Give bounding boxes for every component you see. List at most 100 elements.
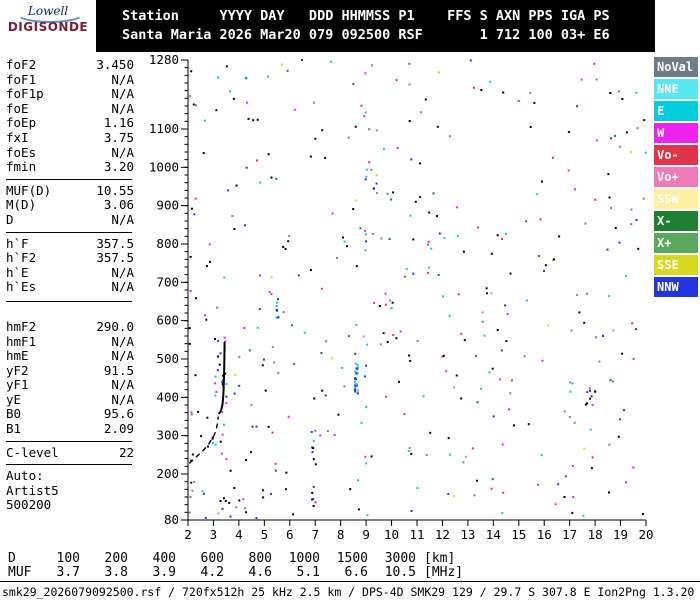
param-value: 3.450: [96, 57, 134, 72]
dmuf-value: 3.9: [152, 565, 176, 580]
ionogram-plot: 1280 1100 1000 900 800 700 600 500 400 300 200 80 2 3…: [150, 55, 660, 547]
scaled-parameters-panel: foF2 3.450 foF1 N/A foF1p N/A foE N/A foEp 1.16 fx…: [6, 57, 134, 513]
param-b0: B0 95.6: [6, 407, 134, 422]
y-tick-label: 80: [164, 512, 179, 527]
x-tick-label: 11: [409, 527, 424, 542]
param-label: yF1: [6, 377, 29, 393]
y-tick-label: 500: [156, 351, 179, 366]
param-value: 2.09: [103, 421, 134, 437]
legend-w: W: [654, 123, 698, 143]
param-value: N/A: [111, 211, 134, 227]
param-value: 91.5: [103, 362, 134, 378]
dmuf-row-d: D 100 200 400 600 800 1000 1500 3000 [km]: [8, 552, 463, 566]
param-label: fxI: [6, 129, 29, 145]
y-tick-label: 1280: [150, 55, 179, 67]
param-separator: [6, 464, 132, 466]
param-label: foF1p: [6, 86, 44, 102]
param-value: N/A: [111, 100, 134, 116]
param-label: B0: [6, 406, 22, 422]
legend-vo: Vo-: [654, 145, 698, 165]
param-value: N/A: [111, 144, 134, 160]
param-label: yE: [6, 391, 22, 407]
param-hmf1: hmF1 N/A: [6, 333, 134, 350]
param-separator: [6, 300, 132, 302]
y-tick-label: 200: [156, 466, 179, 481]
y-tick-label: 400: [156, 389, 179, 404]
param-value: 3.06: [103, 197, 134, 213]
dmuf-value: 4.6: [248, 565, 272, 580]
param-yf2: yF2 91.5: [6, 362, 134, 379]
param-label: foF2: [6, 57, 37, 72]
param-label: h`F2: [6, 250, 37, 266]
param-value: N/A: [111, 377, 134, 393]
distance-muf-table: D 100 200 400 600 800 1000 1500 3000 [km] MUF 3.7 3.…: [8, 552, 463, 580]
param-label: h`E: [6, 264, 29, 280]
param-label: yF2: [6, 362, 29, 378]
param-hes: h`Es N/A: [6, 280, 134, 295]
param-label: M(D): [6, 197, 37, 213]
x-tick-label: 7: [311, 527, 319, 542]
y-tick-label: 300: [156, 428, 179, 443]
legend-x: X+: [654, 233, 698, 253]
dmuf-row-label: MUF: [8, 565, 32, 580]
param-b1: B1 2.09: [6, 421, 134, 437]
axes: 1280 1100 1000 900 800 700 600 500 400 300 200 80 2 3…: [150, 55, 654, 542]
x-tick-label: 2: [184, 527, 192, 542]
param-label: hmF2: [6, 318, 37, 334]
dmuf-value: 800: [248, 551, 272, 566]
param-value: N/A: [111, 264, 134, 280]
dmuf-value: 3.8: [104, 565, 128, 580]
dmuf-value: 200: [104, 551, 128, 566]
param-hf: h`F 357.5: [6, 236, 134, 252]
param-fof2: foF2 3.450: [6, 57, 134, 73]
y-tick-label: 1100: [150, 121, 179, 136]
legend-x: X-: [654, 211, 698, 231]
header-column-titles: Station YYYY DAY DDD HHMMSS P1 FFS S AXN…: [122, 8, 610, 24]
logo-lowell-text: Lowell: [27, 4, 69, 18]
x-tick-label: 17: [562, 527, 577, 542]
legend-sse: SSE: [654, 255, 698, 275]
param-value: 3.75: [103, 129, 134, 145]
dmuf-value: 600: [200, 551, 224, 566]
param-mufd: MUF(D) 10.55: [6, 183, 134, 199]
dmuf-value: 3.7: [56, 565, 80, 580]
y-tick-label: 1000: [150, 159, 179, 174]
footer-info: smk29_2026079092500.rsf / 720fx512h 25 k…: [2, 585, 695, 599]
param-value: N/A: [111, 86, 134, 102]
param-label: hmF1: [6, 333, 37, 349]
y-tick-label: 900: [156, 198, 179, 213]
x-tick-label: 3: [210, 527, 218, 542]
param-fof1: foF1 N/A: [6, 71, 134, 88]
param-value: N/A: [111, 348, 134, 364]
param-yf1: yF1 N/A: [6, 378, 134, 393]
x-tick-label: 9: [362, 527, 370, 542]
dmuf-row-label: D: [8, 551, 16, 566]
x-tick-label: 20: [638, 527, 653, 542]
footer-separator: [0, 581, 700, 582]
param-separator: [6, 178, 132, 180]
legend-vo: Vo+: [654, 167, 698, 187]
x-tick-label: 16: [537, 527, 552, 542]
logo-swoosh-icon: [15, 3, 85, 23]
param-label: D: [6, 211, 14, 227]
echo-noise-points: [191, 59, 647, 517]
echo-status-legend: NoVal NNE E W Vo- Vo+ SSW X- X+ SSE NNW: [654, 57, 698, 299]
dmuf-value: 400: [152, 551, 176, 566]
legend-ssw: SSW: [654, 189, 698, 209]
param-value: 290.0: [96, 318, 134, 334]
param-artist5: Artist5: [6, 483, 134, 499]
param-label: foE: [6, 100, 29, 116]
ionogram-canvas: 1280 1100 1000 900 800 700 600 500 400 300 200 80 2 3…: [150, 55, 654, 542]
param-value: 1.16: [103, 115, 134, 131]
param-value: N/A: [111, 279, 134, 295]
param-label: foF1: [6, 71, 37, 87]
param-label: B1: [6, 421, 22, 437]
x-tick-label: 4: [235, 527, 243, 542]
dmuf-value: 3000: [384, 551, 416, 566]
param-auto: Auto:: [6, 469, 134, 484]
param-value: N/A: [111, 333, 134, 349]
legend-nnw: NNW: [654, 277, 698, 297]
param-value: 22: [118, 444, 134, 460]
param-label: h`Es: [6, 279, 37, 295]
dmuf-value: 6.6: [344, 565, 368, 580]
